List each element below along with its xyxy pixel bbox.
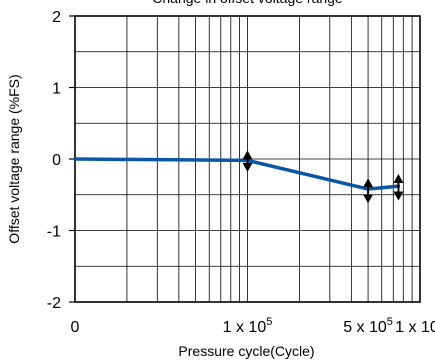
arrow-up-icon — [363, 178, 374, 188]
series-layer — [73, 150, 404, 204]
x-tick-label: 1 x 105 — [223, 316, 273, 336]
y-axis-title: Offset voltage range (%FS) — [6, 74, 22, 243]
range-marker — [363, 178, 374, 204]
series-line — [73, 157, 401, 191]
arrow-down-icon — [393, 191, 404, 201]
y-tick-label: -2 — [47, 295, 61, 312]
arrow-up-icon — [242, 150, 253, 160]
x-tick-label: 1 x 106 — [395, 316, 435, 336]
arrow-up-icon — [393, 174, 404, 184]
axis-titles: Pressure cycle(Cycle) Offset voltage rang… — [6, 74, 315, 359]
chart-title: Change in offset voltage range — [152, 0, 343, 6]
x-tick-label: 0 — [71, 319, 80, 336]
range-marker — [242, 150, 253, 172]
range-marker — [393, 174, 404, 201]
x-axis-title: Pressure cycle(Cycle) — [178, 343, 314, 359]
grid — [75, 16, 420, 302]
x-tick-label: 5 x 105 — [343, 316, 393, 336]
y-tick-label: 2 — [52, 9, 61, 26]
y-tick-label: 1 — [52, 81, 61, 98]
y-tick-label: -1 — [47, 224, 61, 241]
arrow-down-icon — [363, 194, 374, 204]
y-tick-label: 0 — [52, 152, 61, 169]
arrow-down-icon — [242, 162, 253, 172]
